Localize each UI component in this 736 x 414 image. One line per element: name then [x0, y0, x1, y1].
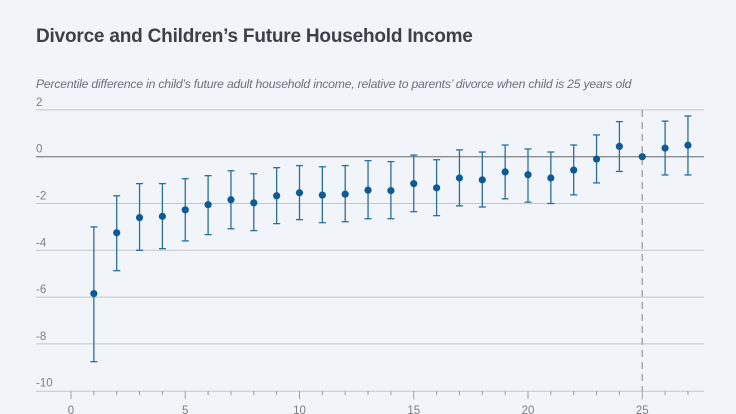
y-axis-tick-labels: 2 0 -2 -4 -6 -8 -10 — [36, 97, 53, 390]
data-point — [592, 155, 601, 163]
error-bars — [90, 115, 692, 363]
y-tick-label: -6 — [36, 284, 46, 296]
data-point — [204, 201, 212, 209]
data-point — [433, 184, 441, 192]
x-tick-label: 5 — [182, 405, 188, 414]
data-point — [181, 206, 189, 214]
data-point — [113, 229, 121, 237]
x-tick-label: 15 — [407, 405, 420, 414]
data-point — [341, 190, 349, 198]
x-tick-label: 25 — [636, 405, 649, 414]
data-point — [570, 166, 578, 174]
data-points — [90, 141, 692, 298]
data-point — [547, 174, 555, 182]
x-tick-label: 10 — [293, 405, 306, 414]
data-point — [501, 168, 509, 176]
y-tick-label: -8 — [36, 331, 46, 343]
y-tick-label: 2 — [36, 97, 42, 109]
chart-title: Divorce and Children’s Future Household … — [36, 26, 473, 47]
y-tick-label: 0 — [36, 144, 42, 156]
data-point — [684, 141, 692, 149]
data-point — [410, 180, 418, 188]
data-point — [387, 187, 395, 195]
data-point — [158, 212, 166, 220]
y-tick-label: -10 — [36, 378, 53, 390]
data-point — [615, 142, 624, 151]
data-point — [135, 213, 144, 222]
gridlines — [36, 109, 704, 345]
x-axis: 0 5 10 15 20 25 — [36, 390, 704, 414]
data-point — [227, 196, 235, 204]
y-tick-label: -4 — [36, 237, 47, 249]
data-point — [250, 199, 258, 207]
data-point — [364, 186, 372, 194]
x-tick-label: 0 — [68, 405, 74, 414]
data-point — [478, 176, 486, 184]
data-point — [318, 191, 326, 199]
data-point — [90, 289, 98, 298]
x-tick-label: 20 — [522, 405, 535, 414]
data-point — [638, 153, 646, 161]
y-tick-label: -2 — [36, 191, 46, 203]
data-point — [273, 192, 281, 200]
data-point — [455, 174, 464, 182]
data-point — [524, 171, 532, 179]
chart-subtitle: Percentile difference in child’s future … — [36, 77, 632, 91]
data-point — [661, 144, 669, 152]
data-point — [295, 189, 304, 197]
